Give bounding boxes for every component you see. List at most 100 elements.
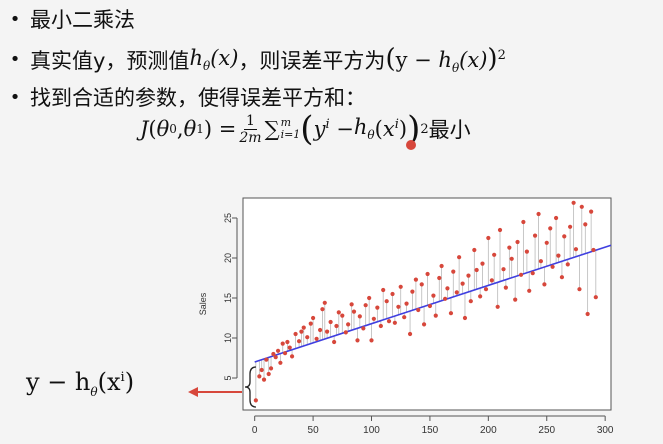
data-point — [299, 329, 304, 334]
data-point — [361, 326, 366, 331]
data-point — [548, 226, 553, 231]
data-point — [318, 327, 323, 333]
bullet-text: 找到合适的参数，使得误差平方和： — [30, 86, 366, 110]
y-tick-label: 10 — [223, 333, 233, 343]
x-tick-label: 100 — [363, 425, 380, 436]
squared-error-formula: (y − hθ(x))2 — [385, 44, 506, 76]
data-point — [367, 295, 372, 301]
data-point — [515, 239, 520, 245]
arrow-left-icon — [188, 387, 242, 397]
y-tick-label: 5 — [223, 375, 233, 380]
data-point — [351, 309, 357, 314]
data-point — [556, 253, 561, 258]
data-point — [355, 338, 360, 343]
data-point — [439, 263, 444, 269]
data-point — [402, 315, 407, 320]
data-point — [530, 271, 535, 276]
bullet-dot: • — [9, 8, 21, 30]
data-point — [445, 286, 450, 291]
data-point — [334, 323, 339, 329]
data-point — [410, 289, 415, 294]
data-point — [271, 351, 276, 357]
data-point — [536, 211, 541, 217]
data-point — [314, 336, 319, 341]
data-point — [550, 264, 555, 269]
y-tick-label: 25 — [223, 213, 233, 223]
data-point — [460, 281, 465, 286]
data-point — [565, 262, 570, 267]
data-point — [472, 247, 477, 253]
data-point — [468, 299, 473, 304]
data-point — [480, 261, 485, 266]
data-point — [325, 329, 330, 334]
data-points — [253, 200, 598, 403]
data-point — [375, 305, 380, 310]
y-tick-label: 20 — [223, 253, 233, 263]
data-point — [259, 367, 264, 373]
data-point — [273, 355, 278, 360]
data-point — [451, 269, 456, 274]
data-point — [378, 323, 383, 329]
bullet-text: 最小二乘法 — [30, 8, 135, 32]
data-point — [553, 215, 559, 221]
data-point — [492, 252, 497, 257]
data-point — [562, 234, 567, 239]
y-axis-label: Sales — [198, 292, 208, 315]
bullet-dot: • — [9, 49, 21, 71]
data-point — [384, 299, 389, 304]
data-point — [559, 275, 565, 280]
data-point — [577, 287, 582, 292]
data-point — [571, 200, 576, 205]
summation: ∑ m i=1 — [264, 116, 301, 142]
data-point — [301, 325, 306, 330]
data-point — [296, 339, 302, 344]
bullet-true-vs-predicted: • 真实值y，预测值 hθ(x) ，则误差平方为 (y − hθ(x))2 — [0, 44, 506, 75]
data-point — [285, 339, 290, 345]
x-tick-label: 200 — [480, 425, 497, 436]
data-point — [398, 284, 403, 289]
data-point — [289, 354, 295, 359]
data-point — [532, 233, 538, 238]
brace-icon — [244, 366, 257, 408]
data-point — [437, 275, 442, 281]
data-point — [583, 222, 588, 227]
cost-function-equation: J(θ 0, θ 1) = 1 2m ∑ m i=1 ( yi − hθ(xi) ) 2 … — [140, 109, 471, 149]
data-point — [253, 398, 258, 403]
data-point — [392, 320, 397, 325]
plot-frame — [242, 197, 612, 411]
data-point — [310, 315, 316, 321]
data-point — [457, 255, 462, 260]
regression-line — [254, 244, 612, 363]
data-point — [282, 351, 288, 356]
fraction: 1 2m — [239, 112, 262, 146]
data-point — [413, 277, 419, 282]
data-point — [489, 278, 494, 283]
y-tick-label: 15 — [223, 293, 233, 303]
data-point — [336, 310, 341, 315]
data-point — [495, 304, 500, 309]
data-point — [579, 204, 584, 209]
prediction-formula: hθ(x) — [189, 46, 239, 74]
data-point — [501, 267, 506, 272]
x-tick-label: 0 — [252, 425, 258, 436]
bullet-text-mid: ，则误差平方为 — [238, 48, 386, 73]
data-point — [328, 319, 333, 325]
data-point — [268, 366, 274, 371]
data-point — [390, 291, 395, 297]
bullet-find-params: • 找到合适的参数，使得误差平方和： — [0, 82, 366, 112]
data-point — [521, 219, 526, 225]
data-point — [371, 316, 376, 321]
data-point — [340, 313, 345, 318]
data-point — [589, 209, 594, 214]
x-tick-label: 250 — [538, 425, 555, 436]
data-point — [573, 247, 579, 252]
bullet-least-squares: • 最小二乘法 — [0, 4, 135, 34]
data-point — [474, 267, 479, 273]
data-point — [507, 245, 512, 250]
data-point — [544, 240, 549, 245]
data-point — [431, 293, 436, 298]
data-point — [343, 330, 348, 335]
data-point — [503, 285, 508, 290]
data-point — [357, 314, 362, 319]
data-point — [308, 321, 313, 326]
